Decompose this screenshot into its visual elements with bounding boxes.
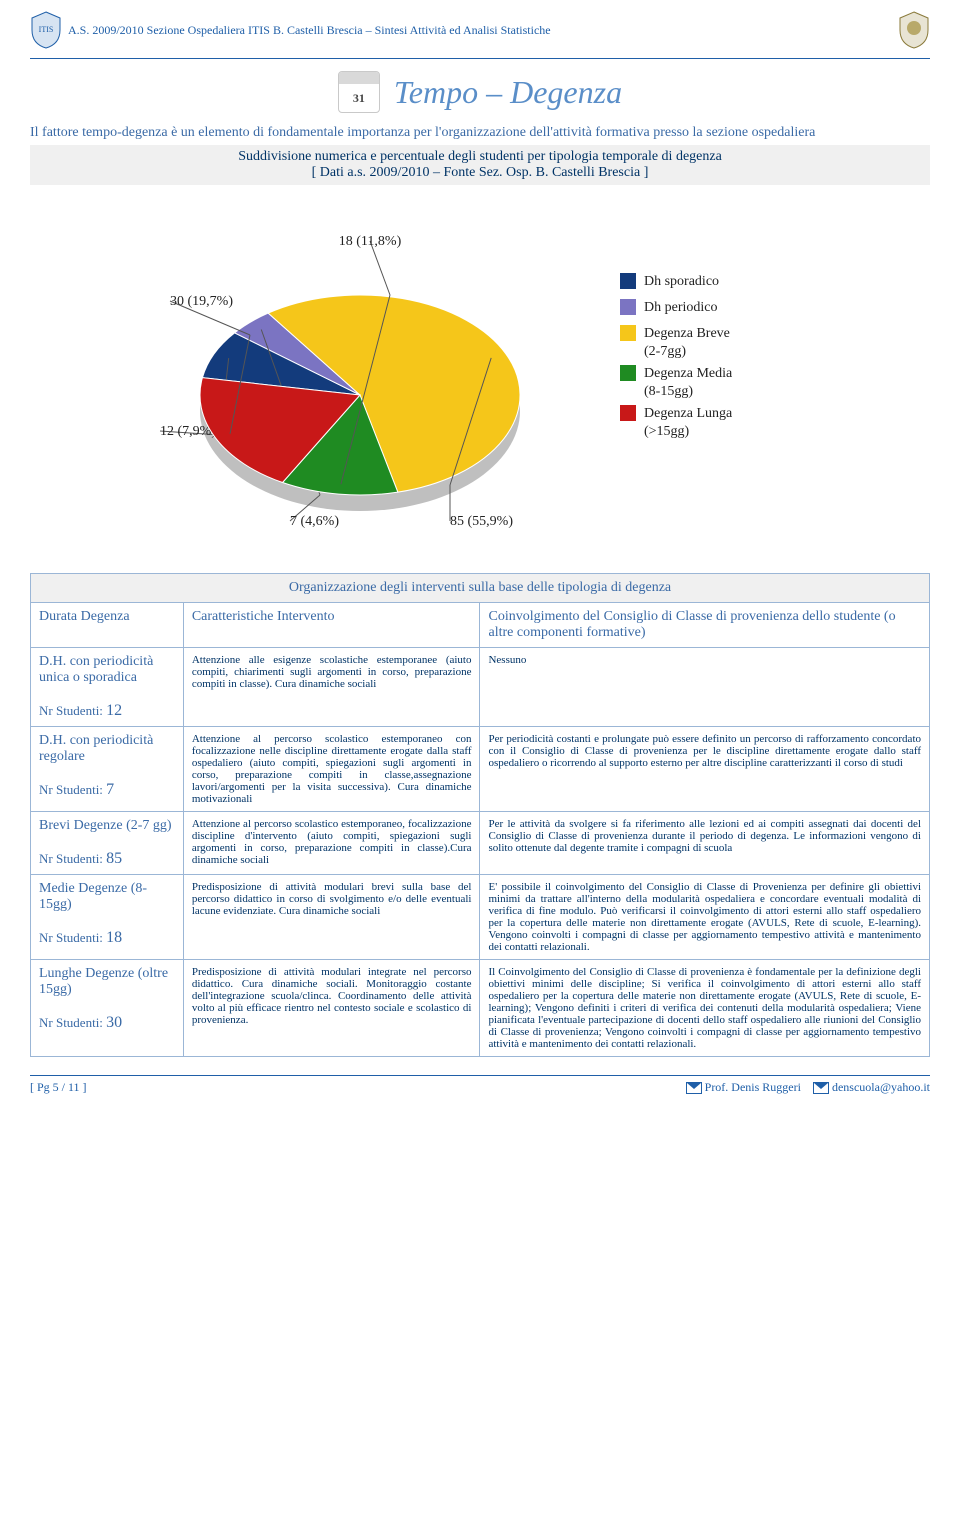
row-caratteristiche: Predisposizione di attività modulari bre… <box>183 875 480 960</box>
footer-author: Prof. Denis Ruggeri <box>705 1080 801 1094</box>
svg-text:(8-15gg): (8-15gg) <box>644 384 693 399</box>
table-row: Medie Degenze (8-15gg)Nr Studenti: 18Pre… <box>31 875 930 960</box>
row-coinvolgimento: E' possibile il coinvolgimento del Consi… <box>480 875 930 960</box>
row-durata: D.H. con periodicità unica o sporadicaNr… <box>31 648 184 727</box>
row-durata: Brevi Degenze (2-7 gg)Nr Studenti: 85 <box>31 812 184 875</box>
page-footer: [ Pg 5 / 11 ] Prof. Denis Ruggeri denscu… <box>30 1075 930 1095</box>
title-row: 31 Tempo – Degenza <box>30 71 930 113</box>
page-title: Tempo – Degenza <box>394 74 622 111</box>
footer-email: denscuola@yahoo.it <box>832 1080 930 1094</box>
table-row: Brevi Degenze (2-7 gg)Nr Studenti: 85Att… <box>31 812 930 875</box>
chart-subtitle: Suddivisione numerica e percentuale degl… <box>30 145 930 185</box>
calendar-day: 31 <box>339 84 379 112</box>
degenza-table: Organizzazione degli interventi sulla ba… <box>30 573 930 1057</box>
logo-right-icon <box>898 10 930 50</box>
svg-text:30 (19,7%): 30 (19,7%) <box>170 294 233 309</box>
svg-text:85 (55,9%): 85 (55,9%) <box>450 514 513 529</box>
svg-text:Degenza Media: Degenza Media <box>644 366 733 381</box>
mail-icon <box>813 1082 829 1094</box>
table-head-caratteristiche: Caratteristiche Intervento <box>183 603 480 648</box>
header-left: ITIS A.S. 2009/2010 Sezione Ospedaliera … <box>30 10 551 50</box>
svg-text:18 (11,8%): 18 (11,8%) <box>339 234 402 249</box>
header-text: A.S. 2009/2010 Sezione Ospedaliera ITIS … <box>68 23 551 38</box>
table-row: D.H. con periodicità regolareNr Studenti… <box>31 727 930 812</box>
svg-text:(2-7gg): (2-7gg) <box>644 344 686 359</box>
pie-chart: 12 (7,9%)7 (4,6%)85 (55,9%)18 (11,8%)30 … <box>30 195 930 555</box>
calendar-icon: 31 <box>338 71 380 113</box>
row-coinvolgimento: Per le attività da svolgere si fa riferi… <box>480 812 930 875</box>
table-org-header: Organizzazione degli interventi sulla ba… <box>31 574 930 603</box>
table-head-durata: Durata Degenza <box>31 603 184 648</box>
page-number: [ Pg 5 / 11 ] <box>30 1080 87 1095</box>
row-caratteristiche: Attenzione al percorso scolastico estemp… <box>183 727 480 812</box>
row-coinvolgimento: Per periodicità costanti e prolungate pu… <box>480 727 930 812</box>
svg-text:Degenza Lunga: Degenza Lunga <box>644 406 733 421</box>
row-caratteristiche: Attenzione alle esigenze scolastiche est… <box>183 648 480 727</box>
logo-left-icon: ITIS <box>30 10 62 50</box>
row-caratteristiche: Attenzione al percorso scolastico estemp… <box>183 812 480 875</box>
row-caratteristiche: Predisposizione di attività modulari int… <box>183 960 480 1057</box>
svg-text:ITIS: ITIS <box>39 25 54 34</box>
row-durata: D.H. con periodicità regolareNr Studenti… <box>31 727 184 812</box>
row-coinvolgimento: Nessuno <box>480 648 930 727</box>
row-durata: Lunghe Degenze (oltre 15gg)Nr Studenti: … <box>31 960 184 1057</box>
intro-paragraph: Il fattore tempo-degenza è un elemento d… <box>30 125 930 141</box>
page-header: ITIS A.S. 2009/2010 Sezione Ospedaliera … <box>30 10 930 50</box>
table-head-coinvolgimento: Coinvolgimento del Consiglio di Classe d… <box>480 603 930 648</box>
svg-text:Dh periodico: Dh periodico <box>644 300 717 315</box>
table-row: Lunghe Degenze (oltre 15gg)Nr Studenti: … <box>31 960 930 1057</box>
row-coinvolgimento: Il Coinvolgimento del Consiglio di Class… <box>480 960 930 1057</box>
header-divider <box>30 58 930 59</box>
footer-right: Prof. Denis Ruggeri denscuola@yahoo.it <box>686 1080 930 1095</box>
svg-text:(>15gg): (>15gg) <box>644 424 690 439</box>
svg-text:Degenza Breve: Degenza Breve <box>644 326 730 341</box>
mail-icon <box>686 1082 702 1094</box>
row-durata: Medie Degenze (8-15gg)Nr Studenti: 18 <box>31 875 184 960</box>
svg-text:Dh sporadico: Dh sporadico <box>644 274 719 289</box>
svg-text:7 (4,6%): 7 (4,6%) <box>290 514 339 529</box>
table-row: D.H. con periodicità unica o sporadicaNr… <box>31 648 930 727</box>
